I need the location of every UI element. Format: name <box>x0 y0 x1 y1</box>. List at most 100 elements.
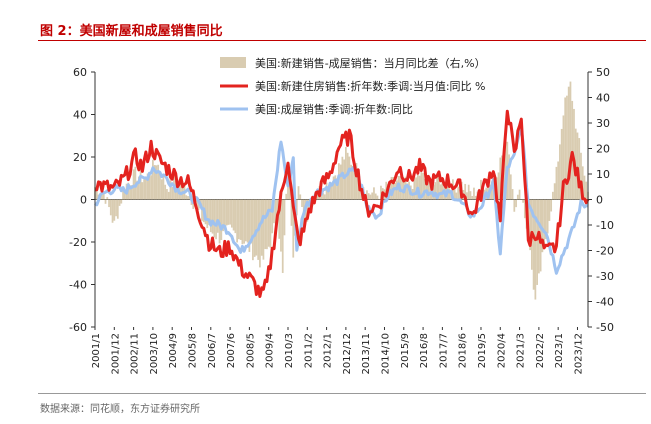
right-tick-label: 0 <box>596 194 603 207</box>
bar-mark <box>436 173 438 200</box>
bar-mark <box>299 194 302 200</box>
bar-mark <box>571 100 574 200</box>
legend-label: 美国:成屋销售:季调:折年数:同比 <box>255 102 413 116</box>
bar-mark <box>555 166 558 200</box>
bar-mark <box>227 199 230 225</box>
bar-mark <box>564 97 567 200</box>
source-divider <box>38 393 646 394</box>
bar-mark <box>150 175 153 200</box>
x-tick-label: 2002/11 <box>130 333 141 375</box>
x-tick-label: 2001/1 <box>91 333 102 368</box>
left-tick-label: 0 <box>80 194 87 207</box>
bar-mark <box>373 187 375 200</box>
bar-mark <box>234 199 237 234</box>
bar-mark <box>208 199 210 225</box>
bar-mark <box>466 192 468 200</box>
bar-mark <box>236 199 238 243</box>
bar-mark <box>559 144 561 200</box>
left-tick-label: 60 <box>73 66 87 79</box>
bar-mark <box>366 190 368 200</box>
bar-mark <box>457 186 460 200</box>
right-tick-label: -20 <box>596 245 614 258</box>
source-note: 数据来源：同花顺，东方证券研究所 <box>40 404 200 415</box>
bar-mark <box>441 177 444 200</box>
bar-mark <box>255 199 258 256</box>
legend: 美国:新建销售-成屋销售：当月同比差（右,%） 美国:新建住房销售:折年数:季调:… <box>220 56 486 116</box>
bar-mark <box>206 199 209 229</box>
bar-mark <box>104 199 107 204</box>
right-tick-label: 20 <box>596 143 610 156</box>
bar-mark <box>353 172 356 200</box>
bar-mark <box>418 175 421 200</box>
bar-mark <box>159 172 161 200</box>
x-tick-label: 2017/7 <box>438 333 449 368</box>
bar-mark <box>497 172 500 200</box>
bar-mark <box>581 166 584 200</box>
bar-mark <box>280 199 282 252</box>
bar-mark <box>264 199 267 250</box>
x-tick-label: 2015/9 <box>400 333 411 368</box>
bar-mark <box>216 199 219 233</box>
bar-mark <box>548 199 551 221</box>
bar-mark <box>230 199 233 228</box>
bar-mark <box>341 156 344 200</box>
bar-mark <box>160 179 163 200</box>
bar-mark <box>109 199 112 216</box>
bar-mark <box>469 191 472 200</box>
bar-mark <box>252 199 254 261</box>
bar-mark <box>215 199 217 240</box>
bar-mark <box>267 199 270 247</box>
bar-mark <box>95 186 98 200</box>
bar-mark <box>416 173 419 200</box>
bar-mark <box>145 178 147 200</box>
bar-mark <box>453 185 456 200</box>
bar-mark <box>229 199 231 225</box>
bar-mark <box>246 199 249 243</box>
bar-mark <box>345 147 347 200</box>
bar-mark <box>266 199 268 250</box>
left-tick-label: 40 <box>73 109 87 122</box>
bar-mark <box>108 199 110 208</box>
bar-mark <box>543 199 546 244</box>
bar-mark <box>155 165 158 200</box>
bar-mark <box>281 199 284 273</box>
bar-mark <box>276 199 279 220</box>
bar-mark <box>423 179 426 200</box>
bar-mark <box>369 194 372 200</box>
bar-mark <box>474 195 477 200</box>
bar-mark <box>536 199 538 285</box>
bar-mark <box>552 191 554 200</box>
legend-label: 美国:新建销售-成屋销售：当月同比差（右,%） <box>255 56 486 70</box>
bar-mark <box>420 171 423 200</box>
bar-mark <box>134 166 137 200</box>
x-tick-label: 2019/5 <box>477 333 488 368</box>
bar-mark <box>259 199 261 268</box>
x-tick-label: 2008/5 <box>245 333 256 368</box>
bar-mark <box>437 177 440 200</box>
bar-mark <box>271 199 274 234</box>
figure-title: 图 2：美国新屋和成屋销售同比 <box>40 24 223 39</box>
bar-mark <box>146 173 149 200</box>
x-tick-label: 2003/10 <box>149 333 160 375</box>
bar-mark <box>516 194 519 200</box>
x-tick-label: 2021/3 <box>516 333 527 368</box>
bar-mark <box>343 159 346 200</box>
bar-mark <box>120 199 123 204</box>
title-underline <box>38 40 646 41</box>
bar-mark <box>260 199 263 256</box>
bar-mark <box>213 199 216 238</box>
legend-label: 美国:新建住房销售:折年数:季调:当月值:同比 % <box>255 79 485 93</box>
bar-mark <box>211 199 214 234</box>
bar-mark <box>239 199 242 240</box>
x-tick-label: 2018/6 <box>458 333 469 368</box>
bar-mark <box>427 176 430 200</box>
bar-mark <box>245 199 247 242</box>
bar-mark <box>143 179 146 200</box>
bar-mark <box>557 161 560 200</box>
bar-mark <box>569 81 572 200</box>
bar-mark <box>355 163 358 200</box>
bar-mark <box>157 164 160 200</box>
bar-mark <box>185 195 188 200</box>
bar-mark <box>578 138 581 200</box>
bar-mark <box>164 184 167 200</box>
